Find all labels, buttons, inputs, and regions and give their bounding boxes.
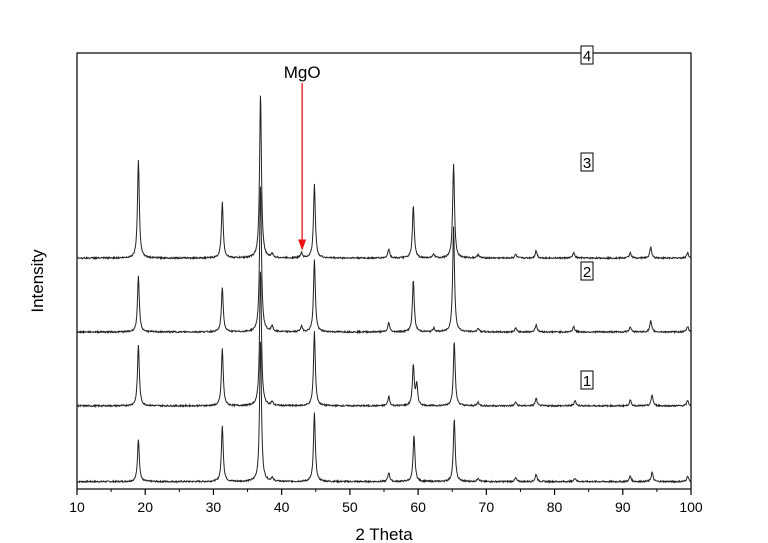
series-4-label: 4: [583, 48, 591, 65]
x-tick-label: 100: [679, 499, 703, 515]
series-1-label-box: [580, 370, 594, 390]
series-2-label: 2: [583, 264, 591, 281]
x-tick-label: 30: [206, 499, 222, 515]
x-tick-label: 60: [410, 499, 426, 515]
mgo-annotation-text: MgO: [284, 63, 321, 82]
plot-frame: [76, 52, 692, 490]
series-1-line: [76, 341, 692, 484]
series-3-line: [76, 186, 692, 335]
x-tick-label: 80: [547, 499, 563, 515]
traces-group: [76, 95, 692, 484]
mgo-annotation: MgO: [284, 63, 321, 251]
mgo-arrow-head: [298, 239, 307, 251]
x-tick-label: 90: [615, 499, 631, 515]
x-tick-label: 40: [274, 499, 290, 515]
series-1-label: 1: [583, 373, 591, 390]
x-axis-label: 2 Theta: [355, 525, 413, 543]
x-axis-ticks: 10 20 30 40 50 60 70 80 90 100: [69, 489, 703, 515]
series-3-label: 3: [583, 155, 591, 172]
series-4-line: [76, 95, 692, 261]
series-2-line: [76, 271, 692, 409]
x-tick-label: 10: [69, 499, 85, 515]
series-4-label-box: [580, 45, 594, 65]
series-3-label-box: [580, 152, 594, 172]
y-axis-label: Intensity: [28, 249, 47, 313]
x-tick-label: 20: [137, 499, 153, 515]
x-tick-label: 50: [342, 499, 358, 515]
trace-labels-group: 1 2 3 4: [580, 45, 594, 390]
series-2-label-box: [580, 261, 594, 281]
x-tick-label: 70: [479, 499, 495, 515]
